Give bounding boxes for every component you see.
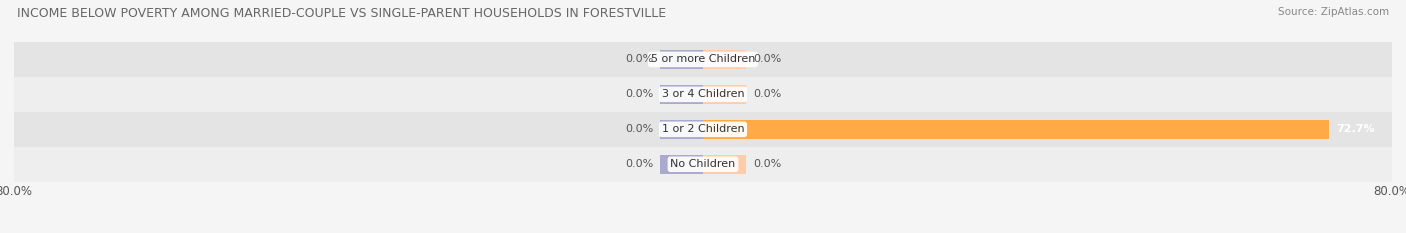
Text: 3 or 4 Children: 3 or 4 Children xyxy=(662,89,744,99)
Text: 0.0%: 0.0% xyxy=(754,159,782,169)
Bar xyxy=(703,85,747,104)
Bar xyxy=(659,50,703,69)
Text: 0.0%: 0.0% xyxy=(624,159,652,169)
Bar xyxy=(14,42,1392,77)
Text: 72.7%: 72.7% xyxy=(1336,124,1375,134)
Bar xyxy=(703,155,747,174)
Text: 5 or more Children: 5 or more Children xyxy=(651,55,755,64)
Text: 0.0%: 0.0% xyxy=(754,55,782,64)
Text: 0.0%: 0.0% xyxy=(624,124,652,134)
Text: INCOME BELOW POVERTY AMONG MARRIED-COUPLE VS SINGLE-PARENT HOUSEHOLDS IN FORESTV: INCOME BELOW POVERTY AMONG MARRIED-COUPL… xyxy=(17,7,666,20)
Bar xyxy=(14,112,1392,147)
Text: Source: ZipAtlas.com: Source: ZipAtlas.com xyxy=(1278,7,1389,17)
Text: 0.0%: 0.0% xyxy=(754,89,782,99)
Bar xyxy=(659,120,703,139)
Bar xyxy=(703,50,747,69)
Bar xyxy=(659,155,703,174)
Text: 0.0%: 0.0% xyxy=(624,89,652,99)
Text: 1 or 2 Children: 1 or 2 Children xyxy=(662,124,744,134)
Bar xyxy=(659,85,703,104)
Text: No Children: No Children xyxy=(671,159,735,169)
Bar xyxy=(14,77,1392,112)
Bar xyxy=(703,120,1329,139)
Bar xyxy=(14,147,1392,182)
Text: 0.0%: 0.0% xyxy=(624,55,652,64)
